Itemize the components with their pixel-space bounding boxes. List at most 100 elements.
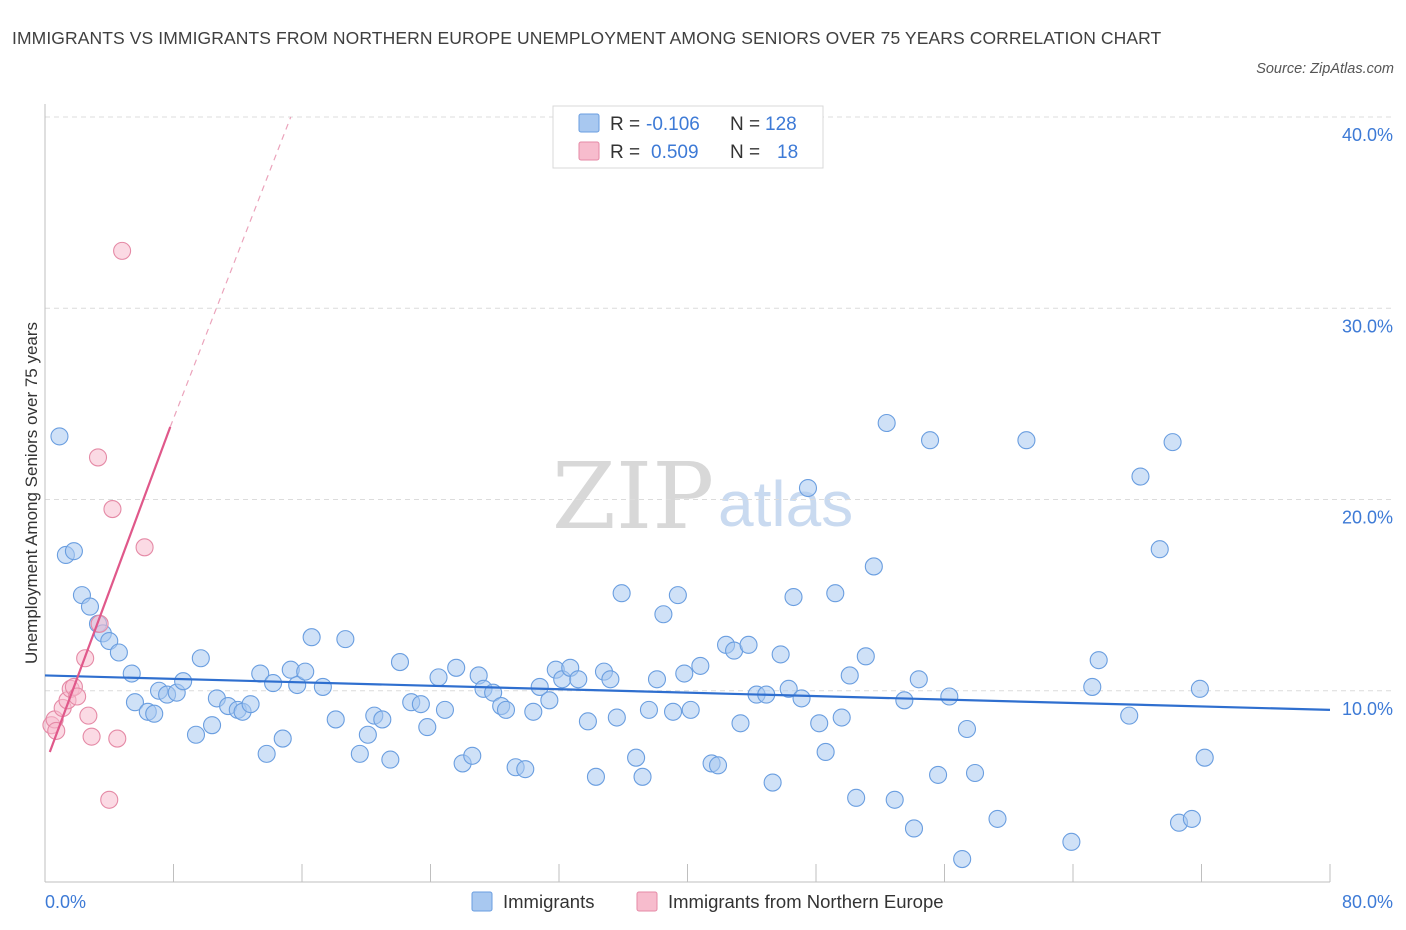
y-tick-label: 10.0%	[1342, 699, 1393, 719]
point-immigrants	[639, 700, 659, 719]
point-immigrants	[668, 586, 687, 605]
point-immigrants	[909, 670, 928, 689]
trend-extension-northern-europe	[169, 116, 292, 428]
point-immigrants	[578, 712, 597, 731]
point-immigrants	[1195, 748, 1214, 767]
point-immigrants	[826, 584, 845, 603]
point-immigrants	[516, 760, 535, 779]
trend-line-immigrants	[44, 674, 1331, 711]
point-immigrants	[763, 773, 782, 792]
point-immigrants	[929, 765, 948, 784]
point-immigrants	[953, 849, 972, 869]
legend-swatch-northern-europe	[578, 141, 600, 161]
point-immigrants	[203, 716, 222, 735]
watermark-atlas: atlas	[718, 468, 853, 540]
point-immigrants	[373, 710, 392, 729]
point-immigrants	[647, 670, 667, 689]
point-immigrants	[708, 756, 728, 775]
point-immigrants	[1182, 809, 1201, 828]
point-immigrants	[864, 557, 883, 576]
point-immigrants	[681, 700, 700, 719]
legend-label-immigrants: Immigrants	[503, 891, 595, 912]
point-northern-europe	[88, 448, 108, 467]
point-immigrants	[1120, 706, 1139, 725]
point-immigrants	[840, 666, 859, 685]
point-immigrants	[965, 763, 985, 783]
correlation-legend: R = -0.106 N = 128 R = 0.509 N = 18	[552, 105, 824, 169]
point-immigrants	[358, 725, 377, 744]
point-immigrants	[784, 587, 803, 607]
legend-swatch-immigrants	[471, 891, 493, 912]
point-immigrants	[1017, 431, 1036, 450]
trend-lines	[44, 116, 1331, 753]
point-immigrants	[145, 704, 164, 723]
point-northern-europe	[113, 241, 132, 260]
point-immigrants	[847, 788, 866, 807]
point-immigrants	[264, 674, 283, 693]
point-immigrants	[174, 672, 193, 691]
point-immigrants	[810, 714, 829, 733]
point-immigrants	[418, 718, 437, 737]
point-immigrants	[80, 597, 100, 616]
y-axis-label: Unemployment Among Seniors over 75 years	[22, 322, 41, 664]
trend-line-northern-europe	[48, 426, 172, 753]
x-tick-label: 0.0%	[45, 892, 86, 912]
legend-n-label: N =	[730, 114, 760, 135]
point-immigrants	[798, 478, 818, 498]
point-immigrants	[816, 742, 835, 762]
legend-label-northern-europe: Immigrants from Northern Europe	[668, 891, 944, 912]
point-immigrants	[1089, 651, 1108, 670]
point-immigrants	[601, 670, 620, 689]
point-immigrants	[586, 767, 605, 786]
series-legend: Immigrants Immigrants from Northern Euro…	[471, 891, 944, 912]
y-tick-label: 20.0%	[1342, 508, 1393, 528]
x-tick-labels: 0.0% 80.0%	[45, 892, 1393, 912]
legend-swatch-immigrants	[578, 113, 600, 133]
point-northern-europe	[79, 706, 98, 725]
point-northern-europe	[100, 790, 119, 809]
point-immigrants	[496, 700, 516, 719]
point-northern-europe	[82, 727, 101, 746]
point-immigrants	[186, 725, 206, 744]
point-immigrants	[257, 744, 276, 763]
point-immigrants	[731, 714, 750, 733]
point-northern-europe	[135, 538, 154, 557]
point-immigrants	[50, 427, 69, 446]
point-immigrants	[885, 790, 904, 809]
point-immigrants	[429, 668, 448, 687]
point-immigrants	[940, 687, 959, 706]
point-immigrants	[832, 708, 851, 727]
point-immigrants	[877, 413, 896, 433]
point-immigrants	[988, 809, 1007, 828]
point-immigrants	[350, 744, 369, 763]
point-immigrants	[771, 645, 790, 664]
point-immigrants	[895, 691, 914, 710]
gridlines	[45, 116, 1392, 692]
legend-n-label: N =	[730, 142, 760, 163]
point-immigrants	[675, 664, 694, 683]
point-immigrants	[313, 677, 332, 696]
point-immigrants	[381, 750, 400, 769]
point-immigrants	[1062, 832, 1081, 851]
point-immigrants	[273, 729, 292, 748]
point-immigrants	[288, 675, 307, 695]
point-immigrants	[326, 710, 345, 729]
point-immigrants	[530, 677, 549, 696]
point-immigrants	[627, 748, 646, 767]
point-immigrants	[633, 767, 652, 786]
point-immigrants	[1083, 677, 1102, 696]
point-immigrants	[607, 708, 626, 727]
source-label: Source: ZipAtlas.com	[1256, 61, 1394, 77]
point-immigrants	[1163, 433, 1182, 452]
point-immigrants	[109, 643, 128, 662]
point-immigrants	[64, 542, 83, 561]
legend-r-value-immigrants: -0.106	[646, 114, 700, 135]
point-immigrants	[654, 605, 673, 624]
point-immigrants	[569, 670, 588, 689]
point-immigrants	[390, 653, 410, 672]
series-northern-europe-points	[42, 241, 154, 809]
point-immigrants	[540, 691, 559, 710]
point-immigrants	[957, 719, 977, 739]
legend-r-label: R =	[610, 114, 640, 135]
